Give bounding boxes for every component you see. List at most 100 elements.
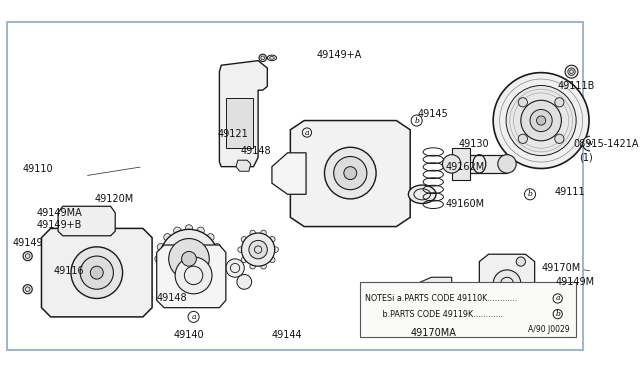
Text: W: W: [587, 141, 593, 146]
Circle shape: [164, 277, 171, 284]
Circle shape: [50, 238, 61, 249]
Circle shape: [166, 251, 175, 261]
Circle shape: [173, 283, 181, 291]
Text: 49116: 49116: [54, 266, 84, 276]
Text: 49162M: 49162M: [445, 162, 484, 171]
Circle shape: [212, 251, 221, 261]
Circle shape: [241, 233, 275, 266]
Circle shape: [518, 134, 527, 144]
Polygon shape: [58, 206, 115, 236]
Circle shape: [164, 234, 171, 241]
Text: 49149MA: 49149MA: [37, 208, 83, 218]
Text: b: b: [527, 190, 532, 198]
Bar: [226, 97, 253, 148]
Circle shape: [250, 230, 255, 236]
Circle shape: [324, 147, 376, 199]
Circle shape: [157, 244, 164, 251]
Circle shape: [295, 213, 304, 222]
Text: A/90 J0029: A/90 J0029: [528, 325, 570, 334]
Text: 49144: 49144: [272, 330, 303, 340]
Text: 49148: 49148: [241, 146, 271, 156]
Circle shape: [226, 259, 244, 277]
Circle shape: [207, 277, 214, 284]
Circle shape: [237, 275, 252, 289]
Text: 49121: 49121: [218, 129, 248, 140]
Ellipse shape: [268, 55, 276, 61]
Text: NOTESi a.PARTS CODE 49110K............: NOTESi a.PARTS CODE 49110K............: [365, 294, 517, 303]
Circle shape: [116, 280, 124, 288]
Circle shape: [186, 286, 193, 293]
Circle shape: [283, 166, 298, 180]
Circle shape: [249, 240, 268, 259]
Circle shape: [269, 237, 275, 242]
Circle shape: [132, 296, 144, 308]
Circle shape: [530, 109, 552, 132]
Text: a: a: [556, 295, 560, 302]
Circle shape: [260, 263, 266, 269]
Text: 49120M: 49120M: [95, 194, 134, 204]
Circle shape: [50, 296, 61, 308]
Polygon shape: [220, 61, 268, 167]
Circle shape: [173, 227, 181, 234]
Circle shape: [396, 125, 406, 134]
Circle shape: [244, 144, 253, 153]
Ellipse shape: [408, 185, 436, 203]
Circle shape: [396, 213, 406, 222]
Circle shape: [207, 234, 214, 241]
Circle shape: [212, 291, 221, 300]
Circle shape: [568, 68, 575, 76]
Circle shape: [169, 238, 209, 279]
Circle shape: [516, 257, 525, 266]
Circle shape: [197, 283, 204, 291]
Polygon shape: [236, 160, 251, 171]
Text: 49110: 49110: [22, 164, 52, 174]
Text: 49140: 49140: [173, 330, 204, 340]
Text: 49149M: 49149M: [556, 277, 595, 287]
Circle shape: [228, 144, 237, 153]
Circle shape: [269, 257, 275, 263]
Circle shape: [65, 260, 73, 267]
Polygon shape: [272, 153, 306, 194]
Circle shape: [197, 227, 204, 234]
Circle shape: [241, 237, 246, 242]
Circle shape: [155, 255, 162, 263]
Circle shape: [521, 100, 561, 141]
Text: 49149+B: 49149+B: [37, 220, 83, 230]
Text: 49130: 49130: [458, 139, 489, 148]
Circle shape: [295, 125, 304, 134]
Circle shape: [241, 257, 246, 263]
Polygon shape: [291, 121, 410, 227]
Circle shape: [97, 217, 106, 226]
Circle shape: [260, 230, 266, 236]
Text: 49170M: 49170M: [542, 263, 581, 273]
Circle shape: [159, 229, 218, 288]
Circle shape: [216, 255, 223, 263]
Circle shape: [182, 251, 196, 266]
Text: 08915-1421A: 08915-1421A: [573, 139, 639, 148]
Circle shape: [333, 157, 367, 190]
Ellipse shape: [498, 155, 516, 173]
Text: 49145: 49145: [417, 109, 449, 119]
Circle shape: [23, 251, 32, 261]
Text: b: b: [556, 310, 560, 318]
Text: 49148: 49148: [157, 294, 188, 304]
Circle shape: [116, 260, 124, 267]
Circle shape: [213, 244, 221, 251]
Circle shape: [71, 247, 123, 298]
Circle shape: [344, 167, 356, 180]
Bar: [452, 148, 470, 180]
Circle shape: [392, 128, 401, 137]
Text: 49149+A: 49149+A: [316, 50, 362, 60]
Circle shape: [23, 285, 32, 294]
Circle shape: [506, 86, 576, 155]
Text: (1): (1): [579, 153, 593, 163]
Text: a: a: [305, 129, 309, 137]
Bar: [452, 155, 507, 173]
Text: b: b: [414, 116, 419, 125]
Circle shape: [493, 270, 521, 298]
Circle shape: [80, 256, 113, 289]
Circle shape: [250, 263, 255, 269]
Polygon shape: [479, 254, 534, 314]
Circle shape: [132, 238, 144, 249]
Text: b.PARTS CODE 49119K............: b.PARTS CODE 49119K............: [365, 310, 503, 319]
